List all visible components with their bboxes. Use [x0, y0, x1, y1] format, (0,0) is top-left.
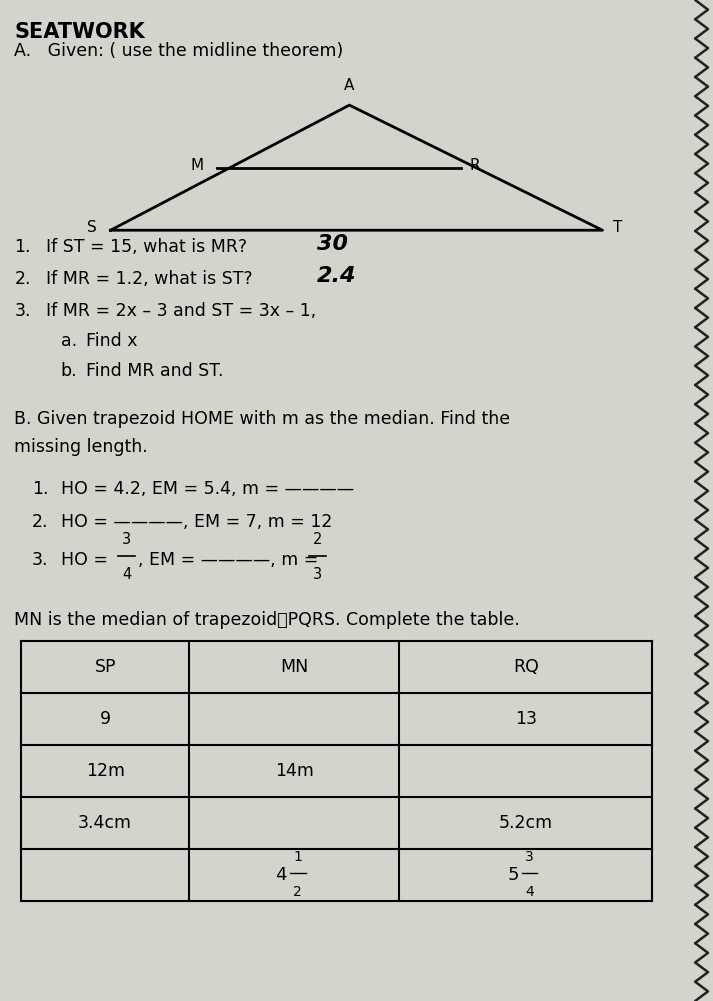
Text: 9: 9: [100, 710, 111, 728]
Text: , EM = ————, m =: , EM = ————, m =: [138, 551, 324, 569]
Text: RQ: RQ: [513, 658, 539, 676]
Text: 2: 2: [293, 885, 302, 899]
Text: 5: 5: [507, 866, 518, 884]
Text: b.: b.: [61, 362, 77, 380]
Text: SP: SP: [94, 658, 116, 676]
Text: Find x: Find x: [86, 332, 137, 350]
Text: 12m: 12m: [86, 762, 125, 780]
Text: 2.: 2.: [32, 513, 48, 531]
Text: HO =: HO =: [61, 551, 113, 569]
Text: 3: 3: [525, 850, 534, 864]
Text: R: R: [470, 158, 481, 172]
Text: 3: 3: [123, 532, 131, 547]
Text: 3.: 3.: [14, 302, 31, 320]
Text: Find MR and ST.: Find MR and ST.: [86, 362, 223, 380]
Text: SEATWORK: SEATWORK: [14, 22, 145, 42]
Text: 5.2cm: 5.2cm: [499, 814, 553, 832]
Text: 2: 2: [312, 532, 322, 547]
Text: 1.: 1.: [32, 480, 48, 498]
Text: 13: 13: [515, 710, 537, 728]
Text: 4: 4: [275, 866, 287, 884]
Text: 30: 30: [317, 234, 348, 254]
Text: missing length.: missing length.: [14, 438, 148, 456]
Text: MN is the median of trapezoid˹PQRS. Complete the table.: MN is the median of trapezoid˹PQRS. Comp…: [14, 611, 520, 629]
Text: HO = 4.2, EM = 5.4, m = ————: HO = 4.2, EM = 5.4, m = ————: [61, 480, 354, 498]
Text: HO = ————, EM = 7, m = 12: HO = ————, EM = 7, m = 12: [61, 513, 332, 531]
Text: 2.4: 2.4: [317, 266, 356, 286]
Text: 1.: 1.: [14, 238, 31, 256]
Text: 3.4cm: 3.4cm: [78, 814, 132, 832]
Text: S: S: [86, 220, 96, 234]
Text: 4: 4: [123, 567, 131, 582]
Text: 3: 3: [313, 567, 322, 582]
Text: M: M: [190, 158, 203, 172]
Text: a.: a.: [61, 332, 77, 350]
Text: If MR = 2x – 3 and ST = 3x – 1,: If MR = 2x – 3 and ST = 3x – 1,: [46, 302, 317, 320]
Text: 2.: 2.: [14, 270, 31, 288]
Text: 4: 4: [525, 885, 534, 899]
Text: 1: 1: [293, 850, 302, 864]
Text: MN: MN: [280, 658, 308, 676]
Text: B. Given trapezoid HOME with m as the median. Find the: B. Given trapezoid HOME with m as the me…: [14, 410, 511, 428]
Text: A: A: [344, 78, 354, 93]
Text: A.   Given: ( use the midline theorem): A. Given: ( use the midline theorem): [14, 42, 344, 60]
Text: If ST = 15, what is MR?: If ST = 15, what is MR?: [46, 238, 247, 256]
Text: If MR = 1.2, what is ST?: If MR = 1.2, what is ST?: [46, 270, 253, 288]
Text: 3.: 3.: [32, 551, 48, 569]
Text: 14m: 14m: [275, 762, 314, 780]
Text: T: T: [613, 220, 622, 234]
